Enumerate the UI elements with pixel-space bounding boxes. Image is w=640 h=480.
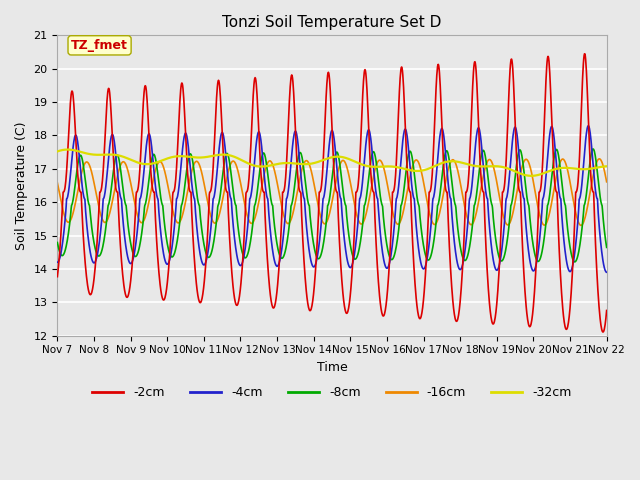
- Title: Tonzi Soil Temperature Set D: Tonzi Soil Temperature Set D: [222, 15, 442, 30]
- X-axis label: Time: Time: [317, 361, 348, 374]
- Y-axis label: Soil Temperature (C): Soil Temperature (C): [15, 121, 28, 250]
- Text: TZ_fmet: TZ_fmet: [71, 39, 128, 52]
- Legend: -2cm, -4cm, -8cm, -16cm, -32cm: -2cm, -4cm, -8cm, -16cm, -32cm: [87, 382, 577, 405]
